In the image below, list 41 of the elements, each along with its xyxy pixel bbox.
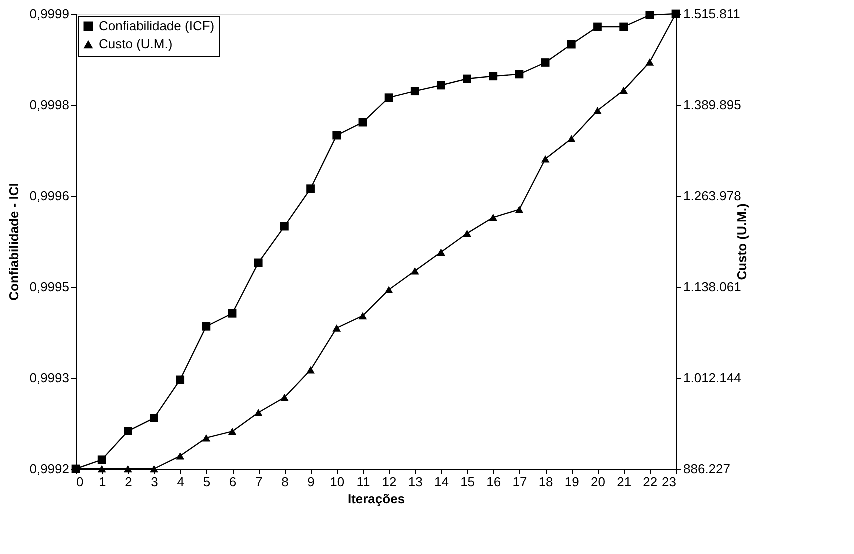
x-tick-label: 14 bbox=[434, 474, 449, 490]
x-tick-label: 11 bbox=[356, 474, 370, 490]
y2-axis-title: Custo (U.M.) bbox=[734, 204, 750, 280]
x-axis-title: Iterações bbox=[348, 492, 406, 506]
y-tick-label: 0,9993 bbox=[30, 370, 70, 386]
x-tick-label: 9 bbox=[308, 474, 315, 490]
x-tick-label: 20 bbox=[591, 474, 606, 490]
x-tick-label: 10 bbox=[330, 474, 345, 490]
y2-tick-label: 886.227 bbox=[684, 462, 730, 476]
y2-tick-label: 1.389.895 bbox=[684, 98, 742, 112]
y-axis-title: Confiabilidade - ICI bbox=[6, 183, 22, 301]
x-tick-label: 2 bbox=[125, 474, 132, 490]
x-tick-label: 15 bbox=[460, 474, 476, 490]
x-tick-label: 7 bbox=[255, 474, 263, 490]
x-tick-label: 22 bbox=[643, 474, 658, 490]
y-tick-label: 0,9998 bbox=[30, 98, 70, 112]
legend-label: Custo (U.M.) bbox=[99, 36, 173, 52]
y2-tick-label: 1.515.811 bbox=[684, 6, 740, 22]
x-tick-label: 23 bbox=[662, 474, 676, 490]
y2-tick-label: 1.263.978 bbox=[684, 188, 742, 204]
x-tick-label: 19 bbox=[564, 474, 580, 490]
x-tick-label: 4 bbox=[177, 474, 184, 490]
y-tick-label: 0,9992 bbox=[30, 462, 70, 476]
x-tick-label: 13 bbox=[408, 474, 423, 490]
y-tick-label: 0,9999 bbox=[30, 6, 70, 22]
x-tick-label: 16 bbox=[486, 474, 502, 490]
legend-label: Confiabilidade (ICF) bbox=[99, 18, 215, 34]
y2-tick-label: 1.138.061 bbox=[684, 280, 742, 294]
x-tick-label: 6 bbox=[229, 474, 237, 490]
y-tick-label: 0,9995 bbox=[30, 280, 70, 294]
x-tick-label: 8 bbox=[282, 474, 289, 490]
x-tick-label: 3 bbox=[151, 474, 158, 490]
y-tick-label: 0,9996 bbox=[30, 188, 70, 204]
y2-tick-label: 1.012.144 bbox=[684, 370, 742, 386]
x-tick-label: 1 bbox=[98, 474, 106, 490]
x-tick-label: 12 bbox=[382, 474, 397, 490]
x-tick-label: 21 bbox=[617, 474, 632, 490]
x-tick-label: 18 bbox=[538, 474, 554, 490]
x-tick-label: 0 bbox=[76, 474, 84, 490]
x-tick-label: 17 bbox=[512, 474, 528, 490]
x-tick-label: 5 bbox=[203, 474, 211, 490]
